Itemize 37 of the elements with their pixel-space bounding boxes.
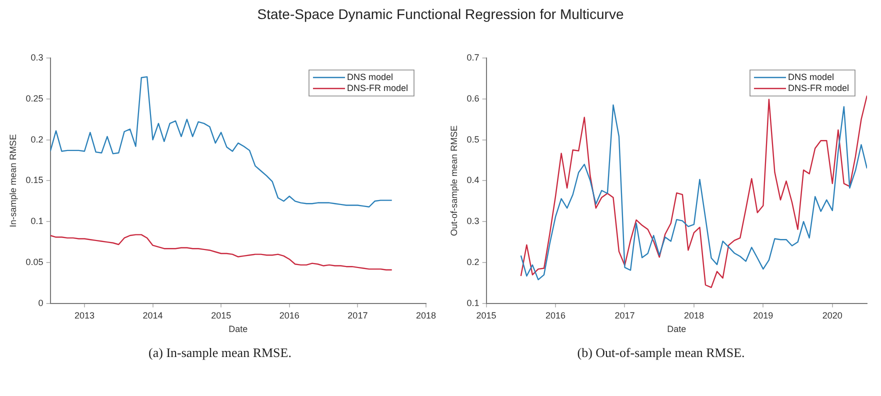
y-tick-label: 0.3 xyxy=(30,52,44,62)
x-tick-label: 2018 xyxy=(416,310,436,320)
x-tick-label: 2019 xyxy=(753,310,774,320)
y-tick-label: 0.2 xyxy=(30,134,44,144)
y-tick-label: 0.15 xyxy=(26,175,44,186)
legend-label: DNS-FR model xyxy=(346,82,408,93)
x-tick-label: 2018 xyxy=(684,310,704,320)
y-tick-label: 0.1 xyxy=(466,298,480,308)
x-tick-label: 2016 xyxy=(279,310,300,320)
chart-title: State-Space Dynamic Functional Regression for Multicurve xyxy=(256,6,625,22)
x-tick-label: 2016 xyxy=(546,310,566,320)
x-tick-label: 2015 xyxy=(476,310,496,320)
y-tick-label: 0.4 xyxy=(466,175,480,186)
y-tick-label: 0.5 xyxy=(466,134,480,144)
y-tick-label: 0.2 xyxy=(466,256,480,267)
y-axis-title: In-sample mean RMSE xyxy=(8,134,18,228)
y-tick-label: 0.6 xyxy=(466,93,480,104)
x-axis-title: Date xyxy=(228,324,248,334)
y-tick-label: 0.1 xyxy=(30,216,44,226)
y-axis-title: Out-of-sample mean RMSE xyxy=(448,125,459,236)
y-tick-label: 0.7 xyxy=(466,52,480,62)
x-tick-label: 2017 xyxy=(348,310,368,320)
legend-label: DNS model xyxy=(788,72,834,82)
x-tick-label: 2015 xyxy=(211,310,232,320)
legend-label: DNS-FR model xyxy=(788,82,850,93)
y-tick-label: 0.05 xyxy=(26,256,44,267)
text: (b) Out-of-sample mean RMSE. xyxy=(576,345,746,361)
legend-label: DNS model xyxy=(346,72,394,82)
x-tick-label: 2020 xyxy=(822,310,842,320)
x-tick-label: 2017 xyxy=(614,310,635,320)
y-tick-label: 0.25 xyxy=(26,93,44,104)
y-tick-label: 0 xyxy=(38,298,44,308)
y-tick-label: 0.3 xyxy=(466,216,480,226)
x-tick-label: 2014 xyxy=(142,310,163,320)
x-tick-label: 2013 xyxy=(74,310,94,320)
text: (a) In-sample mean RMSE. xyxy=(148,345,292,361)
x-axis-title: Date xyxy=(667,324,686,334)
